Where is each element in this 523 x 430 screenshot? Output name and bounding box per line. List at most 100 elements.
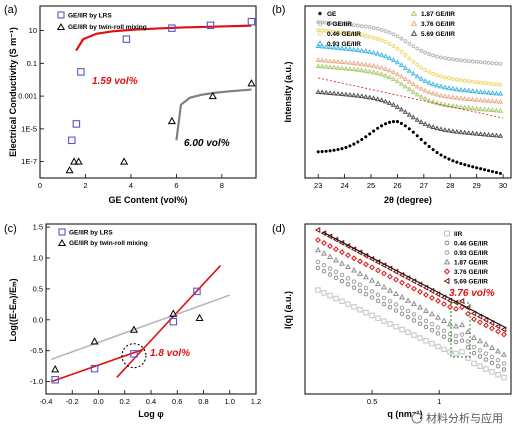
panel-b-curve-point bbox=[368, 132, 372, 136]
panel-b-curve-point bbox=[382, 53, 389, 59]
panel-d-curve-point bbox=[476, 313, 483, 320]
panel-b-curve-point bbox=[422, 78, 428, 83]
panel-d-curve-point bbox=[404, 297, 412, 303]
panel-d-curve-point bbox=[321, 240, 327, 246]
panel-d-curve-point bbox=[333, 269, 339, 275]
panel-b-curve-point bbox=[482, 60, 487, 65]
panel-b-curve-point bbox=[434, 100, 440, 105]
panel-b-curve-point bbox=[471, 165, 475, 169]
panel-b-curve-point bbox=[387, 30, 392, 35]
panel-b-curve-point bbox=[332, 148, 336, 152]
panel-d-legend-marker bbox=[444, 230, 450, 237]
panel-b-curve-point bbox=[490, 81, 495, 86]
panel-d-curve-point bbox=[333, 275, 339, 281]
panel-d-curve-point bbox=[464, 304, 471, 311]
panel-b-curve-point bbox=[481, 97, 488, 103]
panel-b-curve-point bbox=[328, 29, 333, 34]
panel-c-ytick-label: -0.5 bbox=[30, 346, 43, 355]
panel-b-curve-point bbox=[474, 105, 480, 111]
legend-marker-lrs bbox=[57, 11, 65, 19]
panel-b-curve-point bbox=[411, 44, 416, 49]
panel-d-curve-point bbox=[477, 363, 483, 369]
panel-d-curve-point bbox=[453, 333, 459, 339]
panel-d-curve-point bbox=[501, 331, 507, 338]
legend-marker-twin bbox=[57, 239, 67, 246]
panel-d-curve-point bbox=[494, 347, 502, 354]
panel-c-frame bbox=[45, 223, 257, 395]
panel-b-curve-point bbox=[406, 86, 412, 92]
panel-b-curve-point bbox=[438, 83, 444, 89]
panel-a-letter: (a) bbox=[4, 4, 17, 16]
panel-d-curve-point bbox=[399, 305, 405, 311]
panel-b-curve-point bbox=[378, 71, 385, 77]
panel-c-ytick-label: 1.0 bbox=[33, 254, 43, 263]
panel-d-curve-point bbox=[429, 321, 435, 327]
panel-b-curve-point bbox=[485, 131, 492, 137]
panel-b-frame bbox=[304, 5, 512, 179]
panel-b-curve-point bbox=[446, 93, 452, 99]
panel-a-frame bbox=[39, 5, 257, 179]
panel-d-curve-point bbox=[344, 263, 352, 270]
panel-b-curve-point bbox=[331, 58, 337, 64]
panel-b-ylabel: Intensity (a.u.) bbox=[283, 61, 293, 122]
panel-b-curve-point bbox=[359, 47, 365, 53]
panel-d-curve-point bbox=[422, 284, 429, 291]
panel-b-legend-label: 3.76 GE/IIR bbox=[421, 21, 455, 28]
panel-b-curve-point bbox=[438, 126, 444, 132]
panel-d-curve-point bbox=[417, 335, 423, 341]
panel-b-curve-point bbox=[486, 60, 491, 65]
panel-d-legend-marker bbox=[443, 258, 451, 265]
panel-b-curve-point bbox=[422, 121, 428, 126]
panel-b-curve-point bbox=[386, 74, 393, 80]
panel-b-curve-point bbox=[481, 106, 488, 112]
panel-c-xtick-label: 1.2 bbox=[251, 397, 261, 406]
panel-d-curve-point bbox=[381, 318, 387, 324]
panel-d-curve-point bbox=[440, 317, 448, 324]
panel-b-curve-point bbox=[470, 59, 475, 64]
panel-c-xtick-label: 0.6 bbox=[172, 397, 182, 406]
panel-b-curve-point bbox=[371, 69, 377, 75]
panel-d-curve-point bbox=[489, 354, 495, 360]
panel-d-curve-point bbox=[393, 276, 399, 283]
panel-b-letter: (b) bbox=[272, 4, 285, 16]
panel-d-curve-point bbox=[447, 349, 453, 355]
panel-b-curve-point bbox=[340, 30, 344, 35]
panel-d-curve-point bbox=[387, 299, 393, 304]
panel-a: (a) 0 2 4 6 8 1E-7 1E-5 0.001 0.1 10 GE/IIR by LR… bbox=[4, 4, 257, 205]
panel-d-curve-point bbox=[339, 298, 345, 305]
panel-b-legend-marker bbox=[410, 20, 418, 26]
panel-d-curve-point bbox=[483, 351, 489, 356]
panel-b-curve-point bbox=[458, 78, 463, 83]
panel-a-point bbox=[247, 17, 256, 26]
panel-b-curve-point bbox=[454, 95, 460, 100]
panel-d-curve-point bbox=[447, 337, 453, 343]
panel-c-fit-line bbox=[50, 294, 231, 361]
panel-c-ticks: -0.4 -0.2 0.0 0.2 0.4 0.6 0.8 1.0 1.2 -1.0 -0.5 0.0… bbox=[30, 223, 261, 406]
panel-b-curve-point bbox=[481, 131, 488, 137]
panel-b-curve-point bbox=[458, 86, 464, 92]
panel-b-curve-point bbox=[486, 81, 491, 86]
panel-d-curve-point bbox=[315, 259, 321, 265]
panel-b-curve-point bbox=[398, 80, 405, 86]
panel-b-curve-point bbox=[323, 57, 329, 63]
panel-b-curve-point bbox=[458, 58, 463, 63]
panel-d-curve-point bbox=[411, 318, 417, 323]
panel-b-curve-point bbox=[343, 91, 349, 97]
panel-b-curve-point bbox=[443, 155, 447, 159]
panel-c-fit-lines bbox=[50, 264, 231, 383]
panel-d-curve-point bbox=[435, 331, 441, 336]
panel-b-curve-point bbox=[462, 58, 467, 63]
panel-d-curve-point bbox=[320, 250, 328, 256]
panel-d-curve-point bbox=[423, 291, 429, 298]
panel-b-curve-point bbox=[427, 70, 432, 74]
panel-b-curve-point bbox=[371, 49, 377, 55]
panel-b-curve-point bbox=[474, 130, 480, 136]
panel-d-curve-point bbox=[327, 266, 333, 271]
panel-a-ytick-label: 10 bbox=[29, 26, 37, 35]
panel-b-curve-point bbox=[450, 85, 456, 91]
panel-d-curve-point bbox=[332, 256, 340, 263]
panel-b-curve-point bbox=[478, 60, 483, 65]
panel-b-curve-point bbox=[477, 131, 484, 137]
panel-b-curve-point bbox=[446, 85, 452, 91]
panel-b-curve-point bbox=[494, 170, 499, 174]
